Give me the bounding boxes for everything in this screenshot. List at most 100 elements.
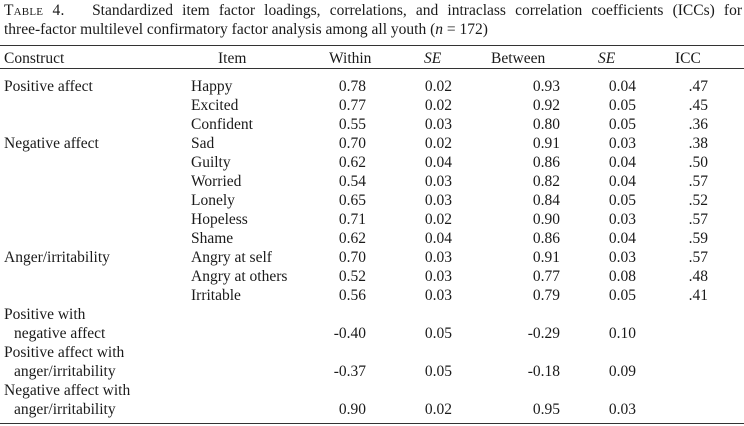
within-se: 0.03 xyxy=(424,249,452,266)
table-row: Confident 0.55 0.03 0.80 0.05 .36 xyxy=(0,115,744,134)
between-se: 0.05 xyxy=(608,192,636,209)
within-loading: 0.52 xyxy=(338,268,366,285)
correlation-label-line2: anger/irritability xyxy=(14,363,116,380)
between-se: 0.10 xyxy=(608,325,636,342)
within-se: 0.04 xyxy=(424,230,452,247)
within-loading: 0.62 xyxy=(338,230,366,247)
bottom-rule xyxy=(0,423,744,424)
icc-value: .48 xyxy=(688,268,708,285)
header-se-between: SE xyxy=(598,50,616,67)
caption-n-symbol: n xyxy=(435,21,444,38)
item-label: Irritable xyxy=(191,287,241,304)
between-loading: 0.93 xyxy=(532,78,560,95)
between-loading: 0.77 xyxy=(532,268,560,285)
caption-n-value: = 172) xyxy=(443,21,488,38)
construct-label: Negative affect xyxy=(4,135,99,152)
item-label: Shame xyxy=(191,230,234,247)
within-se: 0.03 xyxy=(424,116,452,133)
between-se: 0.04 xyxy=(608,173,636,190)
between-se: 0.03 xyxy=(608,135,636,152)
within-se: 0.02 xyxy=(424,97,452,114)
correlation-label-line1: Positive with xyxy=(4,306,86,323)
item-label: Happy xyxy=(191,78,233,95)
table-row: Positive affect Happy 0.78 0.02 0.93 0.04 .47 xyxy=(0,77,744,96)
icc-value: .50 xyxy=(688,154,708,171)
item-label: Confident xyxy=(191,116,253,133)
within-loading: 0.77 xyxy=(338,97,366,114)
within-loading: 0.65 xyxy=(338,192,366,209)
between-loading: 0.92 xyxy=(532,97,560,114)
table-row: Guilty 0.62 0.04 0.86 0.04 .50 xyxy=(0,153,744,172)
icc-value: .57 xyxy=(688,249,708,266)
correlation-label-line1: Negative affect with xyxy=(4,382,131,399)
correlation-row: anger/irritability -0.37 0.05 -0.18 0.09 xyxy=(0,362,744,381)
table-row: Shame 0.62 0.04 0.86 0.04 .59 xyxy=(0,229,744,248)
correlation-row-label: Negative affect with xyxy=(0,381,744,400)
between-se: 0.05 xyxy=(608,287,636,304)
between-se: 0.04 xyxy=(608,154,636,171)
icc-value: .57 xyxy=(688,173,708,190)
between-correlation: 0.95 xyxy=(532,401,560,418)
between-loading: 0.79 xyxy=(532,287,560,304)
header-construct: Construct xyxy=(4,50,65,67)
between-loading: 0.91 xyxy=(532,135,560,152)
header-within: Within xyxy=(329,50,372,67)
within-loading: 0.71 xyxy=(338,211,366,228)
within-loading: 0.70 xyxy=(338,249,366,266)
caption-line-2: three-factor multilevel confirmatory fac… xyxy=(4,20,742,39)
icc-value: .38 xyxy=(688,135,708,152)
icc-value: .45 xyxy=(688,97,708,114)
table-row: Hopeless 0.71 0.02 0.90 0.03 .57 xyxy=(0,210,744,229)
icc-value: .52 xyxy=(688,192,708,209)
within-se: 0.03 xyxy=(424,192,452,209)
caption-title: Standardized item factor loadings, corre… xyxy=(92,2,742,19)
header-between: Between xyxy=(491,50,546,67)
construct-label: Positive affect xyxy=(4,78,93,95)
within-se: 0.04 xyxy=(424,154,452,171)
between-correlation: -0.29 xyxy=(527,325,560,342)
header-item: Item xyxy=(218,50,247,67)
table-row: Irritable 0.56 0.03 0.79 0.05 .41 xyxy=(0,286,744,305)
icc-value: .41 xyxy=(688,287,708,304)
between-se: 0.03 xyxy=(608,401,636,418)
within-loading: 0.78 xyxy=(338,78,366,95)
item-label: Angry at self xyxy=(191,249,272,266)
header-se-within: SE xyxy=(424,50,442,67)
item-label: Lonely xyxy=(191,192,235,209)
correlation-label-line1: Positive affect with xyxy=(4,344,125,361)
within-loading: 0.70 xyxy=(338,135,366,152)
within-se: 0.03 xyxy=(424,268,452,285)
correlation-label-line2: anger/irritability xyxy=(14,401,116,418)
header-rule xyxy=(0,68,744,69)
item-label: Sad xyxy=(191,135,215,152)
table-row: Negative affect Sad 0.70 0.02 0.91 0.03 .38 xyxy=(0,134,744,153)
within-se: 0.02 xyxy=(424,401,452,418)
within-loading: 0.54 xyxy=(338,173,366,190)
table-label: Table 4. xyxy=(4,2,65,19)
icc-value: .57 xyxy=(688,211,708,228)
between-se: 0.05 xyxy=(608,116,636,133)
construct-label: Anger/irritability xyxy=(4,249,110,266)
between-loading: 0.84 xyxy=(532,192,560,209)
caption-line2-text: three-factor multilevel confirmatory fac… xyxy=(4,21,436,38)
table-row: Anger/irritability Angry at self 0.70 0.03 0… xyxy=(0,248,744,267)
between-loading: 0.86 xyxy=(532,154,560,171)
within-se: 0.02 xyxy=(424,211,452,228)
within-se: 0.03 xyxy=(424,287,452,304)
between-se: 0.08 xyxy=(608,268,636,285)
item-label: Hopeless xyxy=(191,211,248,228)
within-loading: 0.56 xyxy=(338,287,366,304)
within-se: 0.02 xyxy=(424,78,452,95)
table-caption: Table 4. Standardized item factor loadin… xyxy=(4,1,742,39)
top-rule xyxy=(0,45,744,46)
between-se: 0.04 xyxy=(608,78,636,95)
table-row: Worried 0.54 0.03 0.82 0.04 .57 xyxy=(0,172,744,191)
correlation-row: anger/irritability 0.90 0.02 0.95 0.03 xyxy=(0,400,744,419)
between-se: 0.04 xyxy=(608,230,636,247)
caption-line-1: Table 4. Standardized item factor loadin… xyxy=(4,1,742,20)
item-label: Excited xyxy=(191,97,239,114)
table-row: Excited 0.77 0.02 0.92 0.05 .45 xyxy=(0,96,744,115)
between-se: 0.09 xyxy=(608,363,636,380)
correlation-row: negative affect -0.40 0.05 -0.29 0.10 xyxy=(0,324,744,343)
correlation-label-line2: negative affect xyxy=(14,325,106,342)
